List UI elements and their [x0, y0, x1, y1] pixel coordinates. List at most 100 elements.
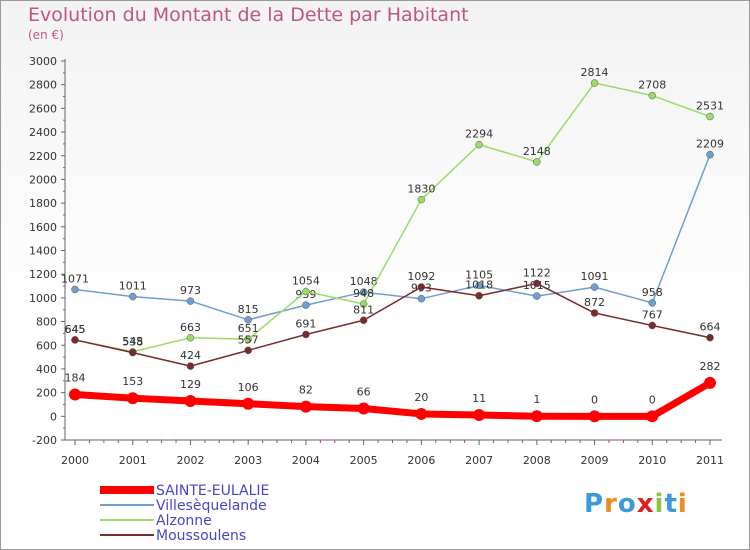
data-label-moussoulens: 1122 [523, 266, 551, 279]
chart-subtitle: (en €) [28, 28, 64, 42]
data-label-moussoulens: 424 [180, 349, 201, 362]
chart-title: Evolution du Montant de la Dette par Hab… [28, 4, 469, 26]
data-label-alzonne: 948 [353, 287, 374, 300]
y-tick-label: 1200 [29, 268, 57, 281]
x-tick-label: 2010 [638, 454, 666, 467]
data-label-villes-quelande: 815 [238, 303, 259, 316]
data-point-villes-quelande [533, 292, 541, 300]
logo-text: Proxiti [584, 489, 688, 519]
x-tick-label: 2001 [119, 454, 147, 467]
data-point-alzonne [244, 335, 252, 343]
data-label-sainte-eulalie: 184 [65, 372, 86, 385]
data-point-sainte-eulalie [299, 400, 312, 413]
data-label-alzonne: 2294 [465, 128, 493, 141]
data-point-alzonne [590, 79, 599, 87]
data-point-villes-quelande [706, 150, 714, 159]
data-label-villes-quelande: 1071 [61, 272, 89, 285]
data-label-villes-quelande: 1091 [581, 270, 609, 283]
y-tick-label: 2000 [29, 173, 57, 186]
data-label-moussoulens: 538 [122, 336, 143, 349]
y-tick-label: 400 [36, 363, 57, 376]
data-label-sainte-eulalie: 153 [122, 375, 143, 388]
y-tick-label: -200 [32, 434, 57, 447]
data-label-alzonne: 663 [180, 321, 201, 334]
data-label-alzonne: 545 [122, 335, 143, 348]
y-tick-label: 2800 [29, 79, 57, 92]
data-point-sainte-eulalie [69, 388, 81, 401]
data-label-moussoulens: 557 [238, 333, 259, 346]
data-point-villes-quelande [186, 297, 195, 305]
logo-letter: x [636, 489, 655, 519]
logo-letter: o [617, 489, 637, 519]
data-label-villes-quelande: 973 [180, 284, 201, 297]
legend-label-alzonne: Alzonne [156, 513, 212, 529]
series-line-sainte-eulalie [74, 379, 712, 420]
data-point-moussoulens [128, 348, 137, 357]
data-point-sainte-eulalie [357, 402, 370, 415]
legend-label-villes-quelande: Villesèquelande [156, 498, 267, 514]
data-label-sainte-eulalie: 20 [414, 391, 428, 404]
data-point-alzonne [706, 112, 714, 121]
data-point-moussoulens [475, 291, 483, 300]
data-point-alzonne [417, 195, 426, 204]
data-point-moussoulens [186, 362, 195, 370]
data-label-sainte-eulalie: 1 [533, 393, 540, 406]
data-point-alzonne [186, 334, 195, 342]
data-point-sainte-eulalie [473, 409, 486, 422]
data-label-sainte-eulalie: 282 [700, 360, 721, 373]
data-point-villes-quelande [648, 299, 657, 307]
data-point-moussoulens [302, 330, 310, 339]
data-label-sainte-eulalie: 129 [180, 378, 201, 391]
data-point-alzonne [648, 91, 657, 100]
x-tick-label: 2009 [581, 454, 609, 467]
data-label-moussoulens: 664 [700, 321, 721, 334]
data-label-moussoulens: 691 [295, 317, 316, 330]
data-point-villes-quelande [71, 285, 79, 294]
y-tick-label: 1000 [29, 292, 57, 305]
data-point-villes-quelande [475, 281, 483, 290]
x-tick-label: 2002 [176, 454, 204, 467]
data-label-sainte-eulalie: 82 [299, 384, 313, 397]
data-label-sainte-eulalie: 0 [649, 393, 656, 406]
data-point-sainte-eulalie [704, 376, 716, 389]
series-line-alzonne [74, 82, 711, 353]
data-point-moussoulens [590, 309, 599, 317]
data-point-moussoulens [244, 346, 252, 355]
x-tick-label: 2004 [292, 454, 320, 467]
data-label-villes-quelande: 1048 [350, 275, 378, 288]
data-point-alzonne [533, 158, 541, 166]
data-label-villes-quelande: 2209 [696, 138, 724, 151]
logo-letter: t [664, 489, 678, 519]
legend-label-sainte-eulalie: SAINTE-EULALIE [156, 483, 269, 499]
x-tick-label: 2011 [696, 454, 724, 467]
y-tick-label: 2400 [29, 126, 57, 139]
x-tick-label: 2006 [407, 454, 435, 467]
y-tick-label: 1600 [29, 221, 57, 234]
data-label-moussoulens: 872 [584, 296, 605, 309]
data-label-alzonne: 2708 [638, 79, 666, 92]
x-tick-label: 2003 [234, 454, 262, 467]
data-label-sainte-eulalie: 11 [472, 392, 486, 405]
data-point-villes-quelande [590, 283, 599, 291]
data-label-alzonne: 2814 [581, 66, 609, 79]
data-point-sainte-eulalie [242, 397, 255, 410]
data-point-moussoulens [417, 283, 426, 291]
data-point-sainte-eulalie [184, 395, 197, 408]
data-point-sainte-eulalie [588, 410, 601, 423]
x-tick-label: 2005 [350, 454, 378, 467]
y-tick-label: 1400 [29, 245, 57, 258]
data-label-moussoulens: 645 [65, 323, 86, 336]
data-point-alzonne [475, 140, 483, 149]
data-point-moussoulens [71, 336, 79, 344]
data-point-villes-quelande [302, 301, 310, 309]
series-line-moussoulens [74, 282, 711, 367]
data-point-alzonne [359, 300, 368, 308]
logo-letter: P [584, 489, 605, 519]
data-label-moussoulens: 1018 [465, 279, 493, 292]
data-point-moussoulens [359, 316, 368, 325]
data-label-moussoulens: 811 [353, 303, 374, 316]
x-tick-label: 2008 [523, 454, 551, 467]
data-label-sainte-eulalie: 66 [357, 385, 371, 398]
data-point-moussoulens [533, 279, 541, 288]
